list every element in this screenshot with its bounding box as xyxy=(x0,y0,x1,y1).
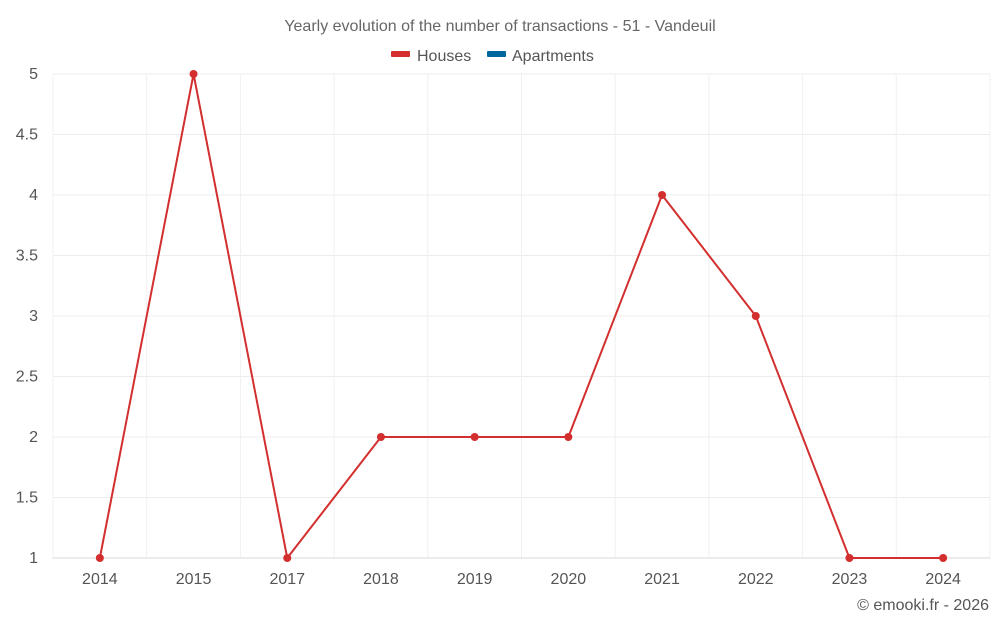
x-tick-label: 2018 xyxy=(363,571,399,588)
legend-swatch-apartments xyxy=(487,51,506,57)
y-tick-label: 4 xyxy=(29,187,38,204)
data-point-houses[interactable] xyxy=(939,554,948,562)
x-tick-label: 2020 xyxy=(551,571,587,588)
y-tick-label: 5 xyxy=(29,66,38,83)
x-tick-label: 2015 xyxy=(176,571,212,588)
y-tick-label: 3 xyxy=(29,308,38,325)
series-houses xyxy=(95,70,948,562)
data-point-houses[interactable] xyxy=(189,70,198,78)
y-tick-label: 2 xyxy=(29,429,38,446)
x-tick-label: 2021 xyxy=(644,571,680,588)
y-tick-label: 2.5 xyxy=(16,369,38,386)
data-point-houses[interactable] xyxy=(564,433,573,441)
data-point-houses[interactable] xyxy=(845,554,854,562)
legend-label-apartments: Apartments xyxy=(512,48,594,65)
axes: 1 1.5 2 2.5 3 3.5 4 4.5 5 2014 2015 2017 2018 2019 202… xyxy=(16,66,990,588)
y-tick-label: 1.5 xyxy=(16,490,38,507)
data-point-houses[interactable] xyxy=(283,554,292,562)
data-point-houses[interactable] xyxy=(95,554,104,562)
data-point-houses[interactable] xyxy=(376,433,385,441)
legend-swatch-houses xyxy=(391,51,410,57)
copyright-credit: © emooki.fr - 2026 xyxy=(857,597,989,614)
data-point-houses[interactable] xyxy=(658,191,667,199)
x-tick-label: 2019 xyxy=(457,571,493,588)
x-tick-label: 2022 xyxy=(738,571,774,588)
y-tick-label: 4.5 xyxy=(16,127,38,144)
x-tick-label: 2023 xyxy=(832,571,868,588)
data-point-houses[interactable] xyxy=(470,433,479,441)
grid xyxy=(52,73,991,559)
data-point-houses[interactable] xyxy=(751,312,760,320)
x-tick-label: 2017 xyxy=(269,571,305,588)
y-tick-label: 1 xyxy=(29,550,38,567)
legend: Houses Apartments xyxy=(391,48,594,65)
legend-item-houses[interactable]: Houses xyxy=(391,48,471,65)
legend-item-apartments[interactable]: Apartments xyxy=(487,48,594,65)
chart-title: Yearly evolution of the number of transa… xyxy=(284,18,715,35)
legend-label-houses: Houses xyxy=(417,48,471,65)
y-tick-label: 3.5 xyxy=(16,248,38,265)
x-tick-label: 2024 xyxy=(925,571,961,588)
x-tick-label: 2014 xyxy=(82,571,118,588)
series-line-houses xyxy=(98,73,944,559)
